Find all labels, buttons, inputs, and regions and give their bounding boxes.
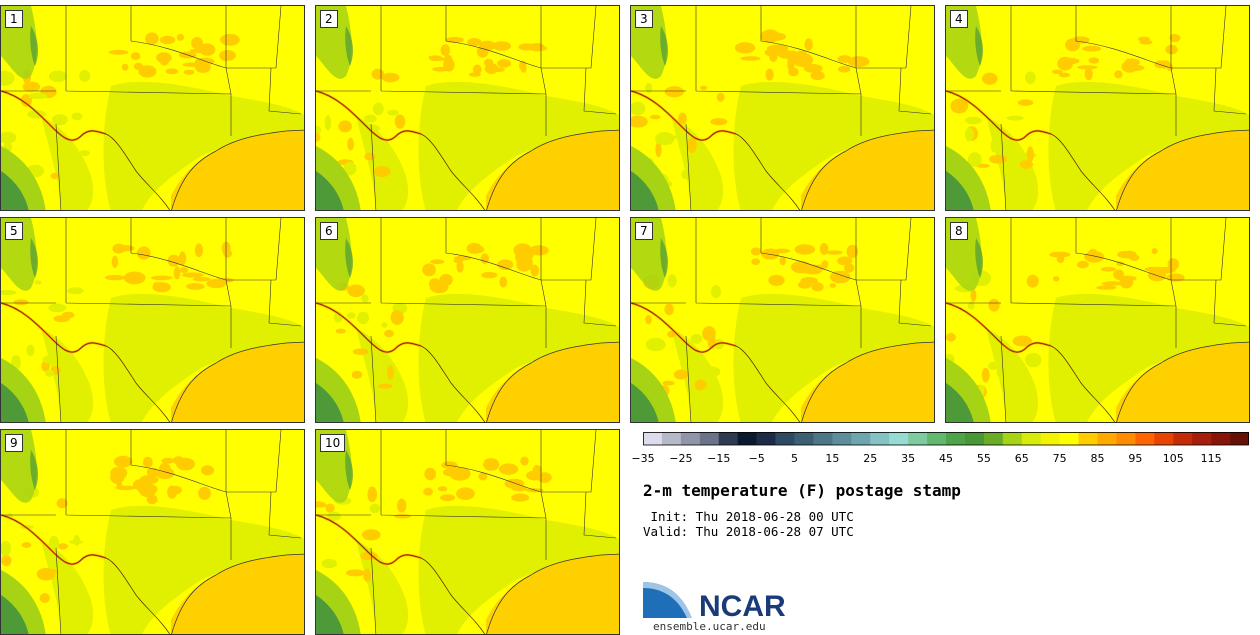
colorbar-swatch bbox=[870, 432, 890, 445]
colorbar-swatch bbox=[851, 432, 871, 445]
map-panel: 10 bbox=[315, 429, 620, 635]
colorbar-swatch bbox=[813, 432, 833, 445]
temperature-map bbox=[316, 430, 619, 634]
map-panel: 2 bbox=[315, 5, 620, 211]
init-time: Init: Thu 2018-06-28 00 UTC bbox=[643, 509, 854, 524]
colorbar-swatch bbox=[1002, 432, 1023, 445]
map-panel: 7 bbox=[630, 217, 935, 423]
panel-number: 4 bbox=[950, 10, 968, 28]
colorbar-tick-label: −25 bbox=[669, 452, 693, 465]
colorbar-swatch bbox=[1192, 432, 1212, 445]
colorbar-tick-label: −5 bbox=[748, 452, 765, 465]
colorbar-swatch bbox=[983, 432, 1004, 445]
temperature-map bbox=[946, 6, 1249, 210]
map-panel: 1 bbox=[0, 5, 305, 211]
colorbar-tick-label: 115 bbox=[1200, 452, 1222, 465]
colorbar-tick-label: 5 bbox=[791, 452, 798, 465]
chart-title: 2-m temperature (F) postage stamp bbox=[643, 481, 961, 500]
colorbar-swatch bbox=[832, 432, 852, 445]
map-panel: 9 bbox=[0, 429, 305, 635]
colorbar-tick-label: 105 bbox=[1162, 452, 1184, 465]
colorbar-swatch bbox=[1230, 432, 1249, 445]
temperature-colorbar bbox=[643, 432, 1249, 446]
colorbar-swatch bbox=[946, 432, 966, 445]
colorbar-swatch bbox=[718, 432, 738, 445]
colorbar-swatch bbox=[775, 432, 795, 445]
colorbar-tick-label: 55 bbox=[976, 452, 991, 465]
panel-number: 6 bbox=[320, 222, 338, 240]
colorbar-swatch bbox=[1059, 432, 1079, 445]
colorbar-tick-label: 75 bbox=[1052, 452, 1067, 465]
colorbar-tick-label: −35 bbox=[631, 452, 655, 465]
map-panel: 3 bbox=[630, 5, 935, 211]
panel-number: 9 bbox=[5, 434, 23, 452]
panel-number: 8 bbox=[950, 222, 968, 240]
colorbar-tick-label: 35 bbox=[901, 452, 916, 465]
panel-number: 10 bbox=[320, 434, 346, 452]
colorbar-tick-label: 15 bbox=[825, 452, 840, 465]
colorbar-swatch bbox=[756, 432, 776, 445]
logo-text: NCAR bbox=[699, 590, 786, 620]
colorbar-swatch bbox=[1135, 432, 1155, 445]
ncar-logo: NCAR bbox=[643, 578, 786, 620]
colorbar-swatch bbox=[927, 432, 947, 445]
colorbar-swatch bbox=[964, 432, 985, 445]
colorbar-tick-label: 85 bbox=[1090, 452, 1105, 465]
panel-number: 2 bbox=[320, 10, 338, 28]
colorbar-tick-label: 95 bbox=[1128, 452, 1143, 465]
map-panel: 5 bbox=[0, 217, 305, 423]
panel-number: 7 bbox=[635, 222, 653, 240]
temperature-map bbox=[316, 6, 619, 210]
colorbar-swatch bbox=[1211, 432, 1231, 445]
colorbar-swatch bbox=[699, 432, 720, 445]
panel-number: 3 bbox=[635, 10, 653, 28]
logo-url: ensemble.ucar.edu bbox=[653, 620, 766, 633]
colorbar-swatch bbox=[1078, 432, 1098, 445]
colorbar-swatch bbox=[1116, 432, 1136, 445]
colorbar-swatch bbox=[1040, 432, 1060, 445]
colorbar-swatch bbox=[643, 432, 663, 445]
panel-number: 1 bbox=[5, 10, 23, 28]
colorbar-tick-label: 25 bbox=[863, 452, 878, 465]
map-panel: 8 bbox=[945, 217, 1250, 423]
temperature-map bbox=[316, 218, 619, 422]
temperature-map bbox=[1, 6, 304, 210]
colorbar-swatch bbox=[1021, 432, 1041, 445]
map-panel: 4 bbox=[945, 5, 1250, 211]
colorbar-swatch bbox=[908, 432, 928, 445]
temperature-map bbox=[1, 430, 304, 634]
colorbar-tick-label: 45 bbox=[939, 452, 953, 465]
colorbar-swatch bbox=[737, 432, 757, 445]
colorbar-swatch bbox=[889, 432, 909, 445]
temperature-map bbox=[631, 6, 934, 210]
colorbar-tick-label: 65 bbox=[1014, 452, 1029, 465]
colorbar-swatch bbox=[661, 432, 682, 445]
map-panel: 6 bbox=[315, 217, 620, 423]
colorbar-swatch bbox=[680, 432, 701, 445]
panel-number: 5 bbox=[5, 222, 23, 240]
colorbar-swatch bbox=[1097, 432, 1117, 445]
colorbar-swatch bbox=[1154, 432, 1174, 445]
temperature-map bbox=[1, 218, 304, 422]
temperature-map bbox=[946, 218, 1249, 422]
valid-time: Valid: Thu 2018-06-28 07 UTC bbox=[643, 524, 854, 539]
colorbar-swatch bbox=[794, 432, 814, 445]
temperature-map bbox=[631, 218, 934, 422]
colorbar-swatch bbox=[1173, 432, 1193, 445]
colorbar-tick-label: −15 bbox=[707, 452, 731, 465]
